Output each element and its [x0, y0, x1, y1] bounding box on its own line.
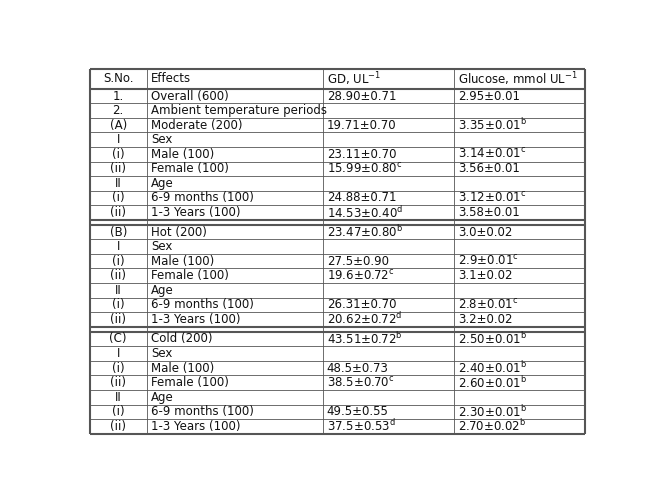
Text: 26.31±0.70: 26.31±0.70	[327, 298, 396, 311]
Text: 1.: 1.	[112, 90, 124, 102]
Text: 3.58±0.01: 3.58±0.01	[458, 206, 520, 219]
Text: 23.47±0.80$^{\mathrm{b}}$: 23.47±0.80$^{\mathrm{b}}$	[327, 224, 403, 240]
Text: 2.70±0.02$^{\mathrm{b}}$: 2.70±0.02$^{\mathrm{b}}$	[458, 418, 526, 434]
Text: Moderate (200): Moderate (200)	[151, 119, 242, 132]
Text: (ii): (ii)	[110, 269, 126, 282]
Text: Sex: Sex	[151, 240, 172, 253]
Text: 3.12±0.01$^{\mathrm{c}}$: 3.12±0.01$^{\mathrm{c}}$	[458, 191, 526, 205]
Text: Sex: Sex	[151, 347, 172, 360]
Text: 2.50±0.01$^{\mathrm{b}}$: 2.50±0.01$^{\mathrm{b}}$	[458, 331, 527, 347]
Text: 1-3 Years (100): 1-3 Years (100)	[151, 206, 240, 219]
Text: (ii): (ii)	[110, 162, 126, 175]
Text: 23.11±0.70: 23.11±0.70	[327, 148, 396, 161]
Text: 6-9 months (100): 6-9 months (100)	[151, 405, 254, 418]
Text: GD, UL$^{-1}$: GD, UL$^{-1}$	[327, 70, 381, 88]
Text: 27.5±0.90: 27.5±0.90	[327, 255, 389, 268]
Text: 6-9 months (100): 6-9 months (100)	[151, 192, 254, 204]
Text: (i): (i)	[112, 148, 125, 161]
Text: I: I	[116, 240, 120, 253]
Text: 28.90±0.71: 28.90±0.71	[327, 90, 396, 102]
Text: 3.35±0.01$^{\mathrm{b}}$: 3.35±0.01$^{\mathrm{b}}$	[458, 117, 527, 133]
Text: Male (100): Male (100)	[151, 255, 214, 268]
Text: 38.5±0.70$^{\mathrm{c}}$: 38.5±0.70$^{\mathrm{c}}$	[327, 376, 394, 390]
Text: 1-3 Years (100): 1-3 Years (100)	[151, 420, 240, 433]
Text: 3.1±0.02: 3.1±0.02	[458, 269, 512, 282]
Text: (ii): (ii)	[110, 313, 126, 326]
Text: 49.5±0.55: 49.5±0.55	[327, 405, 388, 418]
Text: 1-3 Years (100): 1-3 Years (100)	[151, 313, 240, 326]
Text: Male (100): Male (100)	[151, 362, 214, 375]
Text: Male (100): Male (100)	[151, 148, 214, 161]
Text: Age: Age	[151, 391, 173, 404]
Text: Overall (600): Overall (600)	[151, 90, 229, 102]
Text: 15.99±0.80$^{\mathrm{c}}$: 15.99±0.80$^{\mathrm{c}}$	[327, 162, 402, 176]
Text: Female (100): Female (100)	[151, 269, 229, 282]
Text: 2.95±0.01: 2.95±0.01	[458, 90, 520, 102]
Text: (i): (i)	[112, 405, 125, 418]
Text: Hot (200): Hot (200)	[151, 226, 207, 239]
Text: 48.5±0.73: 48.5±0.73	[327, 362, 388, 375]
Text: (i): (i)	[112, 255, 125, 268]
Text: 3.0±0.02: 3.0±0.02	[458, 226, 512, 239]
Text: 6-9 months (100): 6-9 months (100)	[151, 298, 254, 311]
Text: Female (100): Female (100)	[151, 162, 229, 175]
Text: Effects: Effects	[151, 72, 191, 85]
Text: (i): (i)	[112, 298, 125, 311]
Text: Age: Age	[151, 177, 173, 190]
Text: II: II	[115, 177, 122, 190]
Text: 20.62±0.72$^{\mathrm{d}}$: 20.62±0.72$^{\mathrm{d}}$	[327, 311, 402, 327]
Text: (i): (i)	[112, 362, 125, 375]
Text: 3.56±0.01: 3.56±0.01	[458, 162, 520, 175]
Text: Sex: Sex	[151, 133, 172, 146]
Text: 2.8±0.01$^{\mathrm{c}}$: 2.8±0.01$^{\mathrm{c}}$	[458, 298, 518, 312]
Text: 3.14±0.01$^{\mathrm{c}}$: 3.14±0.01$^{\mathrm{c}}$	[458, 148, 526, 161]
Text: (C): (C)	[110, 333, 127, 346]
Text: 19.71±0.70: 19.71±0.70	[327, 119, 396, 132]
Text: 14.53±0.40$^{\mathrm{d}}$: 14.53±0.40$^{\mathrm{d}}$	[327, 204, 403, 220]
Text: 2.30±0.01$^{\mathrm{b}}$: 2.30±0.01$^{\mathrm{b}}$	[458, 404, 527, 420]
Text: I: I	[116, 133, 120, 146]
Text: Glucose, mmol UL$^{-1}$: Glucose, mmol UL$^{-1}$	[458, 70, 578, 88]
Text: 2.40±0.01$^{\mathrm{b}}$: 2.40±0.01$^{\mathrm{b}}$	[458, 360, 527, 376]
Text: Female (100): Female (100)	[151, 376, 229, 389]
Text: II: II	[115, 284, 122, 297]
Text: (ii): (ii)	[110, 420, 126, 433]
Text: (i): (i)	[112, 192, 125, 204]
Text: II: II	[115, 391, 122, 404]
Text: 2.60±0.01$^{\mathrm{b}}$: 2.60±0.01$^{\mathrm{b}}$	[458, 375, 527, 391]
Text: S.No.: S.No.	[103, 72, 133, 85]
Text: Cold (200): Cold (200)	[151, 333, 212, 346]
Text: Age: Age	[151, 284, 173, 297]
Text: 37.5±0.53$^{\mathrm{d}}$: 37.5±0.53$^{\mathrm{d}}$	[327, 418, 396, 434]
Text: 2.9±0.01$^{\mathrm{c}}$: 2.9±0.01$^{\mathrm{c}}$	[458, 254, 519, 268]
Text: I: I	[116, 347, 120, 360]
Text: (B): (B)	[110, 226, 127, 239]
Text: 19.6±0.72$^{\mathrm{c}}$: 19.6±0.72$^{\mathrm{c}}$	[327, 269, 394, 283]
Text: 3.2±0.02: 3.2±0.02	[458, 313, 512, 326]
Text: (ii): (ii)	[110, 376, 126, 389]
Text: (ii): (ii)	[110, 206, 126, 219]
Text: 2.: 2.	[112, 104, 124, 117]
Text: 43.51±0.72$^{\mathrm{b}}$: 43.51±0.72$^{\mathrm{b}}$	[327, 331, 402, 347]
Text: 24.88±0.71: 24.88±0.71	[327, 192, 396, 204]
Text: Ambient temperature periods: Ambient temperature periods	[151, 104, 327, 117]
Text: (A): (A)	[110, 119, 127, 132]
